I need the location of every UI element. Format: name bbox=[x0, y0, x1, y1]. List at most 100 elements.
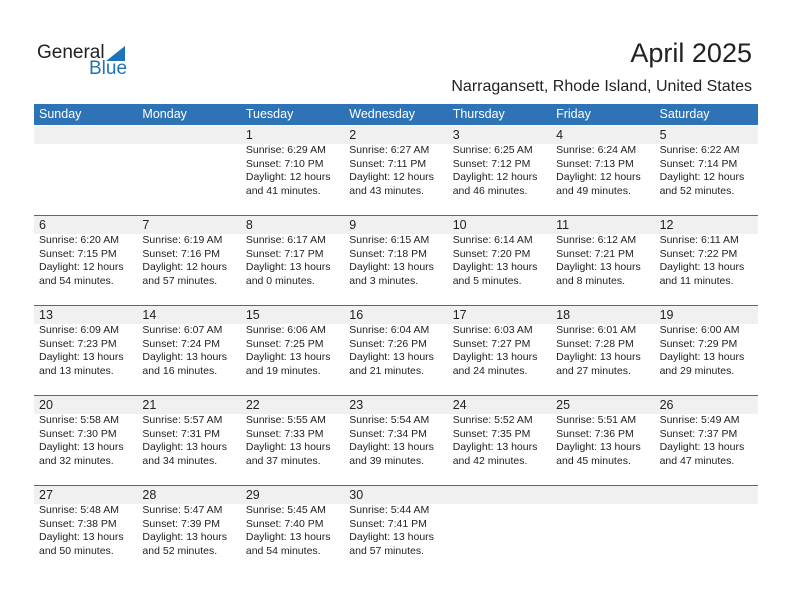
sunset-text: Sunset: 7:28 PM bbox=[556, 337, 634, 350]
logo-blue: Blue bbox=[89, 58, 128, 79]
daylight-minutes-text: and 42 minutes. bbox=[452, 454, 528, 467]
day-cell: 20 Sunrise: 5:58 AM Sunset: 7:30 PM Dayligh… bbox=[34, 396, 137, 486]
day-number: 4 bbox=[556, 128, 564, 142]
day-number: 17 bbox=[452, 308, 467, 322]
day-cell: 8 Sunrise: 6:17 AM Sunset: 7:17 PM Daylight… bbox=[241, 216, 344, 306]
sunset-text: Sunset: 7:17 PM bbox=[245, 247, 324, 260]
day-number: 16 bbox=[349, 308, 364, 322]
daylight-minutes-text: and 50 minutes. bbox=[39, 544, 114, 557]
sunrise-text: Sunrise: 5:58 AM bbox=[39, 414, 119, 426]
page-title: April 2025 bbox=[630, 38, 752, 68]
sunrise-text: Sunrise: 6:07 AM bbox=[142, 324, 223, 336]
day-cell: 17 Sunrise: 6:03 AM Sunset: 7:27 PM Dayligh… bbox=[448, 306, 551, 396]
sunset-text: Sunset: 7:22 PM bbox=[659, 247, 738, 260]
daylight-text: Daylight: 13 hours bbox=[245, 441, 331, 453]
sunrise-text: Sunrise: 5:57 AM bbox=[142, 414, 223, 426]
daylight-minutes-text: and 13 minutes. bbox=[39, 364, 114, 377]
daylight-minutes-text: and 19 minutes. bbox=[245, 364, 321, 377]
week-row: 20 Sunrise: 5:58 AM Sunset: 7:30 PM Dayligh… bbox=[34, 395, 758, 486]
sunrise-text: Sunrise: 5:48 AM bbox=[39, 504, 119, 516]
sunset-text: Sunset: 7:30 PM bbox=[39, 427, 117, 440]
daylight-text: Daylight: 13 hours bbox=[659, 351, 745, 363]
daylight-minutes-text: and 16 minutes. bbox=[142, 364, 218, 377]
weekday-monday: Monday bbox=[142, 107, 187, 121]
sunrise-text: Sunrise: 6:24 AM bbox=[556, 144, 637, 156]
day-number: 6 bbox=[39, 218, 46, 232]
sunset-text: Sunset: 7:36 PM bbox=[556, 427, 634, 440]
week-row: 1 Sunrise: 6:29 AM Sunset: 7:10 PM Daylight… bbox=[34, 126, 758, 216]
logo-general: General bbox=[37, 42, 105, 63]
day-cell: 22 Sunrise: 5:55 AM Sunset: 7:33 PM Dayligh… bbox=[241, 396, 344, 486]
daylight-minutes-text: and 32 minutes. bbox=[39, 454, 114, 467]
daylight-text: Daylight: 13 hours bbox=[452, 261, 538, 273]
day-number: 15 bbox=[245, 308, 260, 322]
logo-triangle-icon bbox=[106, 46, 125, 61]
sunrise-text: Sunrise: 6:01 AM bbox=[556, 324, 637, 336]
sunset-text: Sunset: 7:15 PM bbox=[39, 247, 117, 260]
sunrise-text: Sunrise: 5:47 AM bbox=[142, 504, 223, 516]
day-cell: 5 Sunrise: 6:22 AM Sunset: 7:14 PM Daylight… bbox=[655, 126, 758, 216]
sunset-text: Sunset: 7:23 PM bbox=[39, 337, 117, 350]
sunset-text: Sunset: 7:38 PM bbox=[39, 517, 117, 530]
day-number: 13 bbox=[39, 308, 53, 322]
daylight-text: Daylight: 13 hours bbox=[349, 351, 434, 363]
daylight-minutes-text: and 46 minutes. bbox=[452, 184, 528, 197]
day-number: 7 bbox=[142, 218, 150, 232]
day-number: 21 bbox=[142, 398, 157, 412]
daylight-text: Daylight: 13 hours bbox=[39, 441, 124, 453]
daylight-text: Daylight: 13 hours bbox=[556, 261, 641, 273]
sunrise-text: Sunrise: 5:54 AM bbox=[349, 414, 430, 426]
day-cell: 4 Sunrise: 6:24 AM Sunset: 7:13 PM Daylight… bbox=[551, 126, 654, 216]
sunrise-text: Sunrise: 5:49 AM bbox=[659, 414, 740, 426]
day-number: 23 bbox=[349, 398, 364, 412]
sunrise-text: Sunrise: 5:51 AM bbox=[556, 414, 637, 426]
day-cell: 21 Sunrise: 5:57 AM Sunset: 7:31 PM Dayligh… bbox=[137, 396, 240, 486]
daylight-text: Daylight: 13 hours bbox=[659, 441, 745, 453]
day-number: 14 bbox=[142, 308, 157, 322]
sunset-text: Sunset: 7:12 PM bbox=[452, 157, 531, 170]
week-row: 13 Sunrise: 6:09 AM Sunset: 7:23 PM Dayligh… bbox=[34, 305, 758, 396]
day-cell: 28 Sunrise: 5:47 AM Sunset: 7:39 PM Dayligh… bbox=[137, 486, 240, 576]
sunrise-text: Sunrise: 6:12 AM bbox=[556, 234, 637, 246]
daylight-minutes-text: and 27 minutes. bbox=[556, 364, 631, 377]
day-number: 28 bbox=[142, 488, 157, 502]
sunrise-text: Sunrise: 6:11 AM bbox=[659, 234, 739, 246]
day-number-bar bbox=[34, 216, 758, 234]
daylight-text: Daylight: 13 hours bbox=[245, 531, 331, 543]
daylight-minutes-text: and 5 minutes. bbox=[452, 274, 522, 287]
day-number: 8 bbox=[245, 218, 253, 232]
sunrise-text: Sunrise: 5:44 AM bbox=[349, 504, 430, 516]
sunset-text: Sunset: 7:20 PM bbox=[452, 247, 531, 260]
weekday-thursday: Thursday bbox=[452, 107, 505, 121]
daylight-minutes-text: and 37 minutes. bbox=[245, 454, 321, 467]
weekday-friday: Friday bbox=[556, 107, 591, 121]
daylight-minutes-text: and 24 minutes. bbox=[452, 364, 528, 377]
day-number: 19 bbox=[659, 308, 674, 322]
daylight-text: Daylight: 13 hours bbox=[245, 261, 331, 273]
daylight-text: Daylight: 13 hours bbox=[142, 531, 228, 543]
day-number: 20 bbox=[39, 398, 53, 412]
daylight-text: Daylight: 13 hours bbox=[452, 351, 538, 363]
day-number: 10 bbox=[452, 218, 467, 232]
day-cell: 6 Sunrise: 6:20 AM Sunset: 7:15 PM Daylight… bbox=[34, 216, 137, 306]
daylight-minutes-text: and 21 minutes. bbox=[349, 364, 424, 377]
week-row: 6 Sunrise: 6:20 AM Sunset: 7:15 PM Daylight… bbox=[34, 215, 758, 306]
day-cell: 7 Sunrise: 6:19 AM Sunset: 7:16 PM Daylight… bbox=[137, 216, 240, 306]
day-cell: 13 Sunrise: 6:09 AM Sunset: 7:23 PM Dayligh… bbox=[34, 306, 137, 396]
sunset-text: Sunset: 7:16 PM bbox=[142, 247, 221, 260]
day-number: 9 bbox=[349, 218, 357, 232]
daylight-minutes-text: and 54 minutes. bbox=[39, 274, 114, 287]
day-number: 25 bbox=[556, 398, 571, 412]
day-number: 11 bbox=[556, 218, 570, 232]
daylight-text: Daylight: 13 hours bbox=[556, 351, 641, 363]
day-cell: 29 Sunrise: 5:45 AM Sunset: 7:40 PM Dayligh… bbox=[241, 486, 344, 576]
daylight-minutes-text: and 43 minutes. bbox=[349, 184, 424, 197]
day-cell: 26 Sunrise: 5:49 AM Sunset: 7:37 PM Dayligh… bbox=[655, 396, 758, 486]
sunrise-text: Sunrise: 6:17 AM bbox=[245, 234, 326, 246]
daylight-minutes-text: and 57 minutes. bbox=[349, 544, 424, 557]
day-number: 24 bbox=[452, 398, 467, 412]
day-number-bar bbox=[34, 126, 758, 144]
day-cell: 14 Sunrise: 6:07 AM Sunset: 7:24 PM Dayligh… bbox=[137, 306, 240, 396]
day-cell: 18 Sunrise: 6:01 AM Sunset: 7:28 PM Dayligh… bbox=[551, 306, 654, 396]
day-cell: 25 Sunrise: 5:51 AM Sunset: 7:36 PM Dayligh… bbox=[551, 396, 654, 486]
